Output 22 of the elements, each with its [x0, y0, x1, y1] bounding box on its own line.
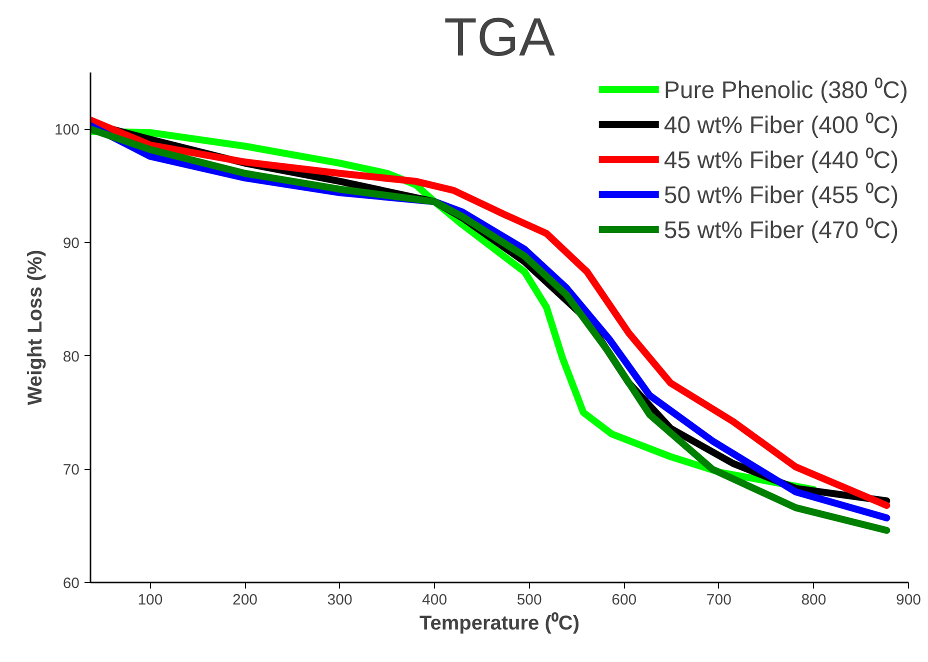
y-tick-label: 100	[54, 122, 80, 139]
x-tick-label: 100	[138, 592, 163, 608]
legend-label: 50 wt% Fiber (455 ⁰C)	[664, 181, 899, 210]
x-tick-label: 200	[232, 592, 258, 608]
x-tick-label: 600	[612, 592, 637, 608]
y-tick-label: 70	[62, 462, 80, 479]
y-tick-label: 80	[62, 348, 80, 366]
x-tick-label: 300	[327, 592, 352, 608]
legend-label: Pure Phenolic (380 ⁰C)	[664, 76, 908, 105]
legend-label: 45 wt% Fiber (440 ⁰C)	[664, 146, 899, 175]
y-axis-title: Weight Loss (%)	[24, 250, 46, 406]
y-tick-label: 60	[62, 575, 80, 592]
x-tick-label: 400	[422, 592, 448, 608]
chart-title: TGA	[444, 8, 556, 68]
x-tick-label: 700	[706, 592, 732, 608]
x-tick-label: 500	[516, 592, 542, 608]
x-tick-label: 800	[801, 592, 826, 608]
y-tick-label: 90	[62, 235, 80, 252]
legend-label: 55 wt% Fiber (470 ⁰C)	[664, 216, 899, 245]
x-axis-title: Temperature (⁰C)	[420, 612, 580, 634]
x-tick-label: 900	[896, 592, 922, 608]
legend-label: 40 wt% Fiber (400 ⁰C)	[664, 111, 899, 140]
